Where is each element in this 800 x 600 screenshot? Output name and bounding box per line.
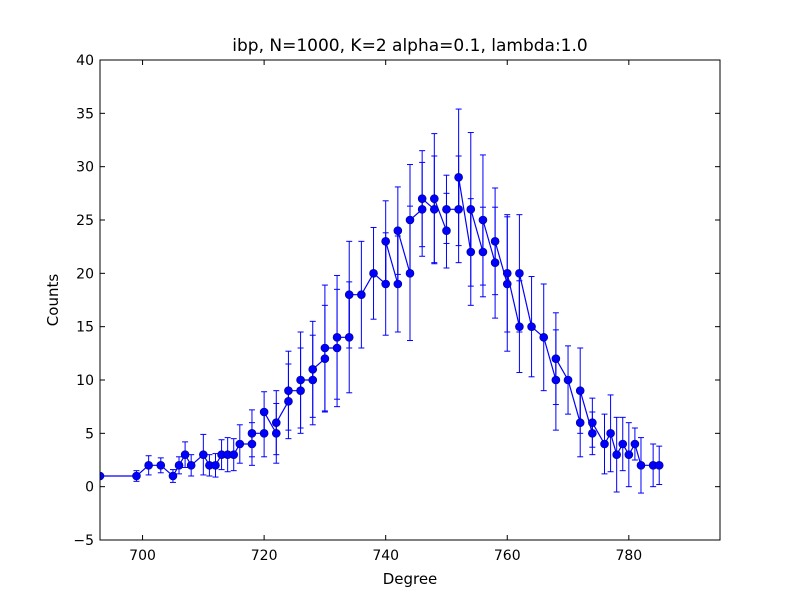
data-point <box>344 290 354 299</box>
data-point <box>490 258 500 267</box>
data-point <box>144 461 153 470</box>
y-tick-label: 35 <box>76 106 94 122</box>
data-point <box>551 354 561 363</box>
data-point <box>381 237 390 246</box>
data-point <box>466 247 476 257</box>
x-tick-label: 720 <box>251 548 278 564</box>
data-point <box>308 365 318 374</box>
data-point <box>466 205 476 214</box>
data-point <box>551 375 561 385</box>
data-point <box>588 429 597 438</box>
data-point <box>606 429 615 438</box>
data-point <box>393 226 403 235</box>
y-tick-label: −5 <box>73 533 94 549</box>
data-point <box>515 269 524 278</box>
data-point <box>430 205 439 214</box>
data-point <box>654 461 664 470</box>
data-point <box>186 461 196 470</box>
data-point <box>174 461 184 470</box>
data-point <box>332 333 342 342</box>
data-point <box>575 418 585 427</box>
data-point <box>575 386 585 395</box>
data-point <box>369 269 378 278</box>
y-tick-label: 0 <box>85 480 94 496</box>
data-point <box>199 450 208 459</box>
data-point <box>502 269 512 278</box>
data-point <box>430 194 439 203</box>
data-point <box>132 471 141 481</box>
data-point <box>271 418 281 427</box>
data-point <box>624 450 634 459</box>
data-point <box>454 173 463 182</box>
data-point <box>405 215 415 225</box>
data-point <box>211 461 220 470</box>
data-point <box>247 439 257 449</box>
data-point <box>417 205 427 214</box>
x-tick-label: 780 <box>615 548 642 564</box>
data-point <box>284 397 293 406</box>
data-point <box>284 386 293 395</box>
data-point <box>636 461 646 470</box>
data-point <box>357 290 366 299</box>
x-tick-label: 760 <box>494 548 521 564</box>
y-tick-label: 5 <box>85 426 94 442</box>
data-point <box>563 375 573 385</box>
data-point <box>308 375 318 385</box>
data-point <box>442 226 451 235</box>
y-tick-label: 30 <box>76 160 94 176</box>
data-point <box>527 322 536 331</box>
data-point <box>247 429 257 438</box>
data-point <box>235 439 245 449</box>
data-point <box>490 237 500 246</box>
data-point <box>229 450 239 459</box>
data-point <box>588 418 597 427</box>
data-point <box>442 205 451 214</box>
x-tick-label: 700 <box>129 548 156 564</box>
data-point <box>539 333 549 342</box>
data-point <box>168 471 178 481</box>
data-point <box>320 343 330 353</box>
data-point <box>600 439 609 449</box>
data-point <box>332 343 342 353</box>
data-point <box>405 269 415 278</box>
data-point <box>296 375 305 385</box>
y-tick-label: 15 <box>76 320 94 336</box>
y-tick-label: 20 <box>76 266 94 282</box>
y-tick-label: 40 <box>76 53 94 69</box>
data-point <box>100 471 105 481</box>
data-point <box>478 215 488 225</box>
y-axis-label: Counts <box>44 274 62 327</box>
data-point <box>612 450 621 459</box>
data-point <box>417 194 427 203</box>
data-point <box>393 279 403 289</box>
data-point <box>259 407 269 417</box>
data-point <box>344 333 354 342</box>
chart-title: ibp, N=1000, K=2 alpha=0.1, lambda:1.0 <box>232 36 587 56</box>
data-point <box>630 439 640 449</box>
y-tick-label: 25 <box>76 213 94 229</box>
data-point <box>502 279 512 289</box>
data-point <box>320 354 330 363</box>
x-axis-label: Degree <box>383 570 438 588</box>
data-point <box>381 279 390 289</box>
data-point <box>454 205 463 214</box>
data-point <box>180 450 190 459</box>
plot-frame <box>99 59 721 541</box>
ticks-layer: 700 720 740 760 780 −5 0 5 10 15 20 25 30 35 40 <box>73 53 720 564</box>
data-point <box>515 322 524 331</box>
data-point <box>259 429 269 438</box>
data-point <box>156 461 166 470</box>
data-point <box>618 439 628 449</box>
y-tick-label: 10 <box>76 373 94 389</box>
data-point <box>478 247 488 257</box>
plot-data-group <box>100 108 664 494</box>
data-point <box>271 429 281 438</box>
x-tick-label: 740 <box>372 548 399 564</box>
data-point <box>296 386 305 395</box>
